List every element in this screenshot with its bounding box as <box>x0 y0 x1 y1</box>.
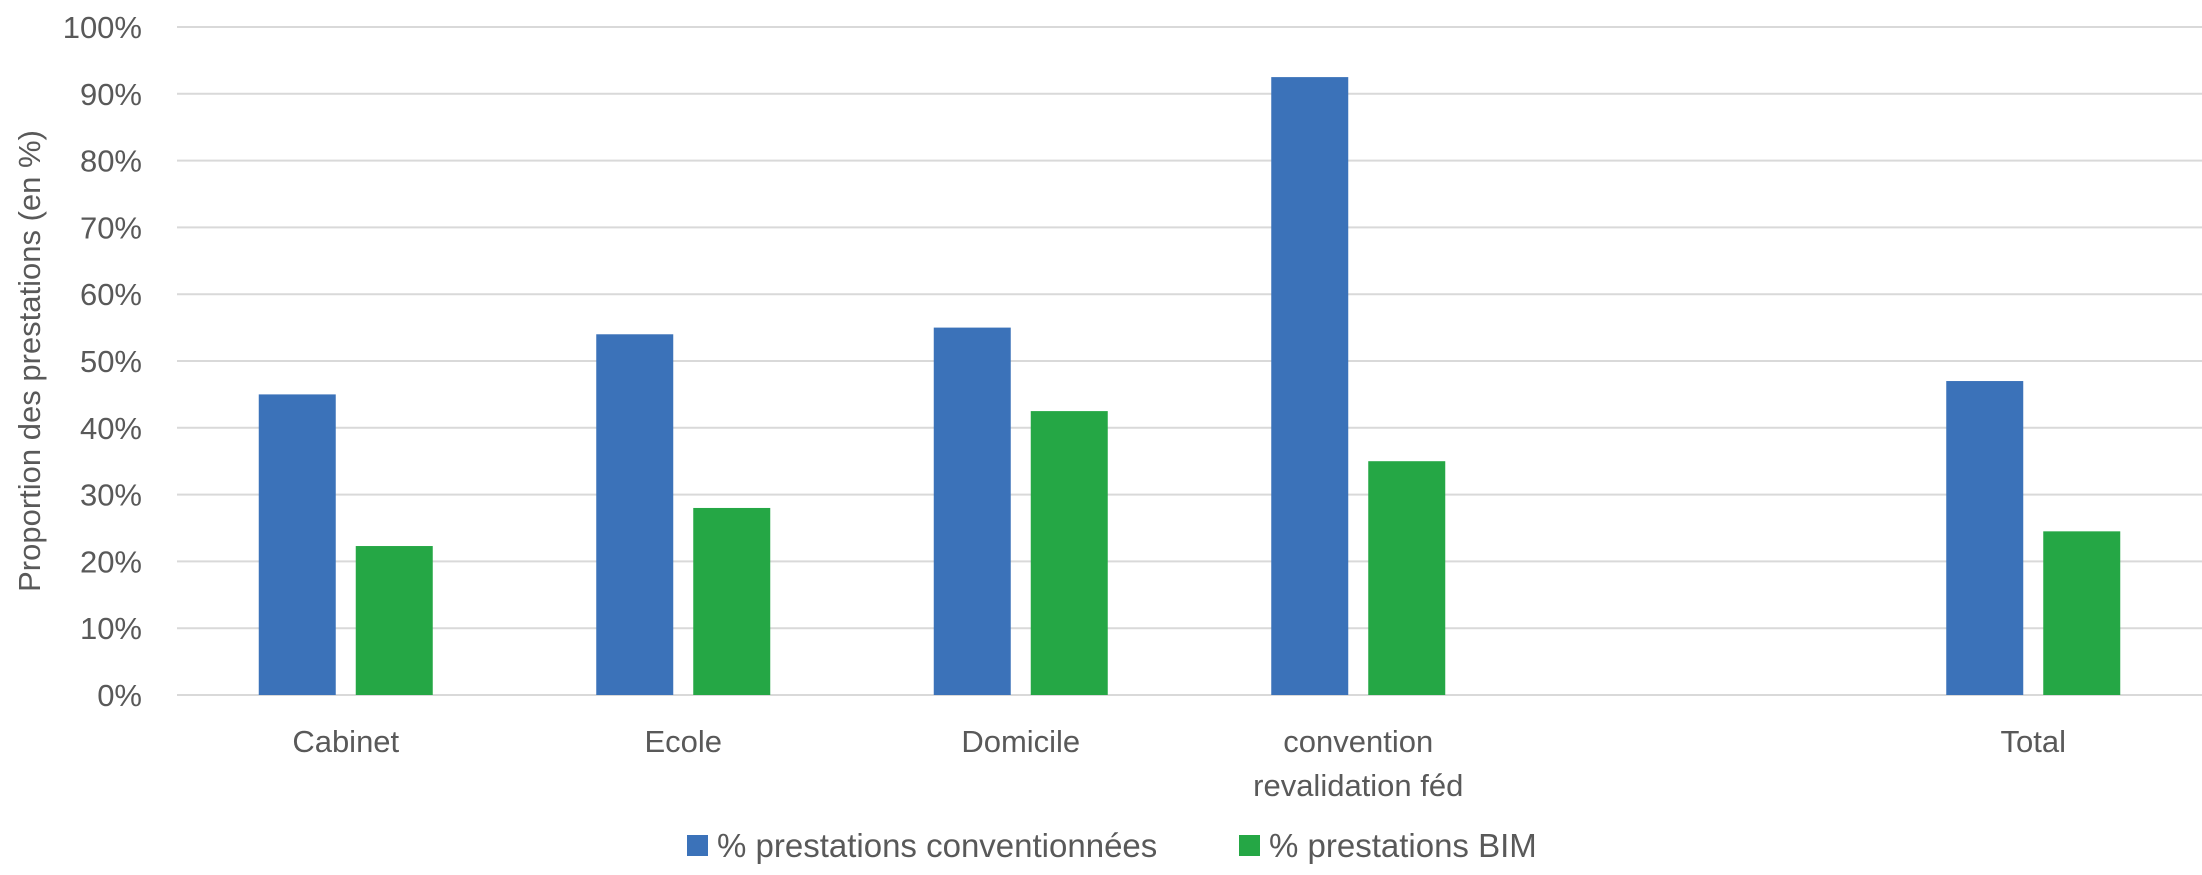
y-axis-title: Proportion des prestations (en %) <box>12 130 47 592</box>
y-tick-label: 100% <box>63 10 142 45</box>
y-tick-label: 40% <box>80 411 142 446</box>
bar-conventionnees-5 <box>1946 381 2024 695</box>
gridlines <box>177 26 2202 696</box>
y-tick-label: 60% <box>80 277 142 312</box>
x-category-label: Total <box>2001 724 2066 759</box>
bar-conventionnees-1 <box>596 334 674 695</box>
y-axis-ticks: 0% 10% 20% 30% 40% 50% 60% 70% 80% 90% 100% <box>63 10 142 713</box>
legend: % prestations conventionnées % prestation… <box>687 827 1537 864</box>
y-tick-label: 0% <box>97 678 142 713</box>
x-category-label: Ecole <box>644 724 722 759</box>
bar-bim-1 <box>693 507 771 695</box>
x-category-label: Domicile <box>961 724 1080 759</box>
y-tick-label: 20% <box>80 544 142 579</box>
bar-conventionnees-3 <box>1271 77 1349 696</box>
bar-bim-0 <box>355 546 433 695</box>
x-axis-categories: Cabinet Ecole Domicile convention revalidati… <box>292 724 2066 803</box>
y-tick-label: 30% <box>80 478 142 513</box>
bar-bim-5 <box>2043 531 2121 695</box>
legend-label-0: % prestations conventionnées <box>717 827 1157 864</box>
legend-swatch-1 <box>1239 835 1260 856</box>
y-tick-label: 10% <box>80 611 142 646</box>
bar-conventionnees-0 <box>258 394 336 695</box>
legend-label-1: % prestations BIM <box>1269 827 1537 864</box>
bar-bim-3 <box>1368 461 1446 695</box>
bars <box>258 77 2121 696</box>
y-tick-label: 80% <box>80 144 142 179</box>
bar-bim-2 <box>1030 411 1108 695</box>
x-category-label: convention revalidation féd <box>1253 724 1463 803</box>
bar-conventionnees-2 <box>933 327 1011 695</box>
x-category-label: Cabinet <box>292 724 399 759</box>
y-tick-label: 70% <box>80 210 142 245</box>
legend-swatch-0 <box>687 835 708 856</box>
y-tick-label: 90% <box>80 77 142 112</box>
y-tick-label: 50% <box>80 344 142 379</box>
